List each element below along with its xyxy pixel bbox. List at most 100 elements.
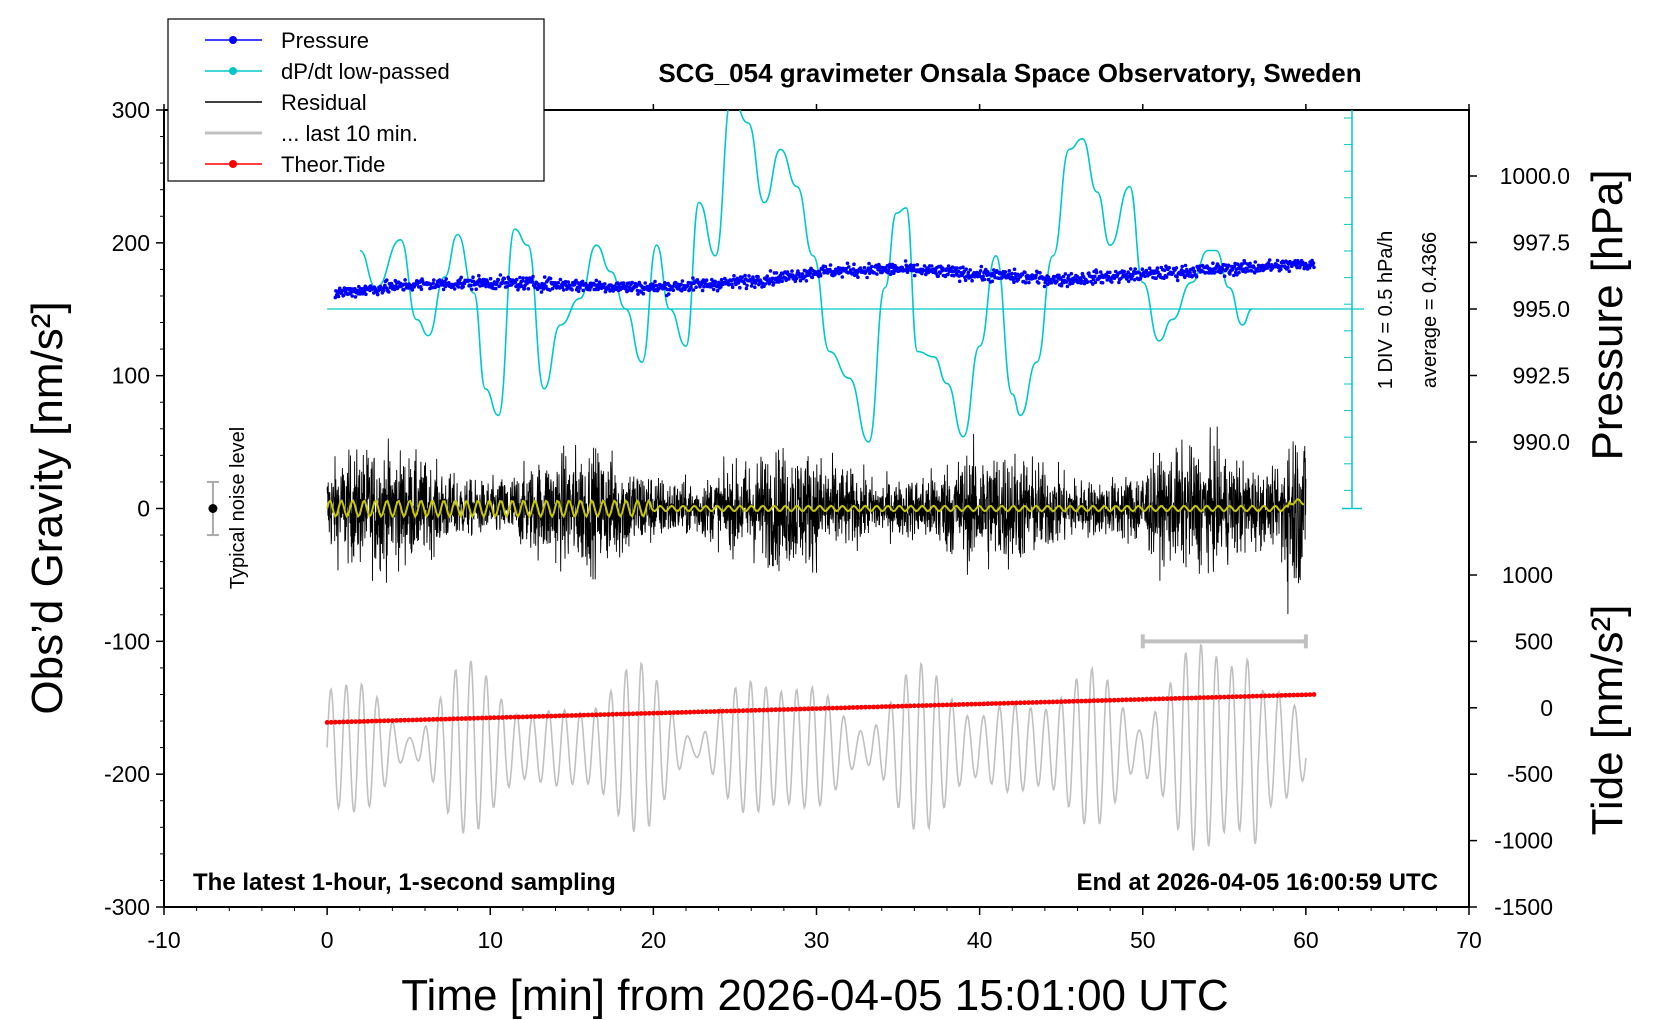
tide-point (1111, 697, 1117, 703)
pressure-point (581, 288, 585, 293)
pressure-point (844, 266, 848, 271)
tide-point (1132, 697, 1137, 702)
pressure-point (767, 281, 771, 286)
tide-point (1266, 693, 1272, 699)
pressure-point (753, 285, 757, 290)
pressure-point (1211, 261, 1215, 266)
tide-point (1160, 696, 1166, 702)
tide-point (475, 715, 481, 721)
tide-point (1095, 698, 1101, 703)
pressure-point (484, 284, 488, 289)
tide-point (651, 710, 656, 716)
pressure-point (1287, 269, 1291, 274)
pressure-point (1248, 261, 1252, 266)
pressure-point (432, 278, 436, 282)
pressure-point (498, 273, 503, 277)
pressure-point (823, 264, 828, 269)
pressure-point (441, 287, 446, 292)
pressure-point (550, 286, 555, 291)
pressure-point (1226, 263, 1231, 268)
pressure-point (1175, 275, 1179, 279)
tide-point (1026, 700, 1031, 705)
tide-point (748, 708, 754, 713)
tide-point (875, 704, 881, 710)
tide-point (1140, 697, 1146, 702)
pressure-point (793, 279, 798, 284)
tide-point (369, 718, 375, 724)
tide-point (740, 708, 746, 714)
tide-point (634, 711, 640, 716)
y-tick-label: 0 (137, 496, 150, 522)
tide-point (504, 714, 509, 720)
tide-point (948, 702, 954, 708)
tide-point (561, 713, 567, 719)
pressure-point (1252, 271, 1257, 275)
tide-tick-label: -500 (1507, 761, 1553, 787)
pressure-point (406, 286, 411, 290)
pressure-point (461, 285, 466, 289)
tide-point (883, 704, 889, 709)
pressure-point (513, 280, 518, 285)
tide-point (1299, 692, 1305, 698)
pressure-point (428, 282, 433, 287)
pressure-point (436, 284, 441, 289)
tide-point (773, 707, 779, 713)
tide-point (871, 704, 876, 710)
tide-point (1107, 697, 1113, 703)
pressure-point (522, 286, 527, 291)
pressure-point (1155, 266, 1160, 270)
tide-point (471, 715, 477, 721)
tide-point (1168, 696, 1174, 701)
pressure-point (548, 288, 552, 292)
pressure-point (1075, 274, 1079, 279)
pressure-point (1113, 269, 1118, 274)
tide-tick-label: 500 (1515, 628, 1553, 654)
pressure-point (800, 272, 805, 276)
series-pressure (333, 258, 1316, 300)
pressure-point (387, 290, 391, 294)
pressure-point (892, 269, 897, 273)
x-tick-label: 0 (321, 927, 334, 953)
tide-point (1311, 692, 1317, 697)
tide-point (577, 712, 583, 718)
tide-point (834, 705, 840, 711)
pressure-point (456, 285, 461, 289)
tide-point (716, 708, 721, 714)
tide-point (1005, 700, 1011, 706)
legend-label: Pressure (281, 28, 369, 53)
tide-point (846, 705, 852, 711)
tide-point (536, 714, 542, 719)
pressure-point (637, 280, 642, 285)
pressure-point (780, 279, 784, 284)
pressure-point (745, 283, 749, 288)
pressure-point (1129, 276, 1134, 281)
pressure-point (1277, 264, 1281, 268)
legend-marker (229, 67, 237, 75)
pressure-point (990, 279, 995, 284)
tide-point (744, 708, 750, 713)
pressure-point (727, 282, 732, 287)
tide-point (785, 707, 791, 712)
pressure-point (1064, 280, 1069, 284)
pressure-point (1252, 265, 1256, 270)
y-tick-label: 300 (112, 97, 150, 123)
tide-point (1124, 697, 1129, 703)
tide-point (899, 703, 905, 709)
y-tick-label: -100 (104, 628, 150, 654)
pressure-point (1016, 277, 1021, 282)
tide-point (1018, 700, 1023, 706)
tide-point (1205, 695, 1211, 700)
pressure-point (749, 284, 754, 288)
pressure-point (946, 264, 951, 268)
tide-point (1050, 699, 1056, 705)
pressure-point (851, 267, 856, 271)
tide-point (879, 704, 885, 710)
pressure-point (671, 288, 676, 293)
series-last-10-min-line (326, 643, 1307, 851)
pressure-point (505, 284, 509, 289)
pressure-point (1280, 264, 1284, 268)
tide-point (797, 706, 803, 712)
tide-point (606, 712, 611, 717)
series-theor-tide (324, 692, 1317, 725)
x-tick-label: 50 (1130, 927, 1156, 953)
